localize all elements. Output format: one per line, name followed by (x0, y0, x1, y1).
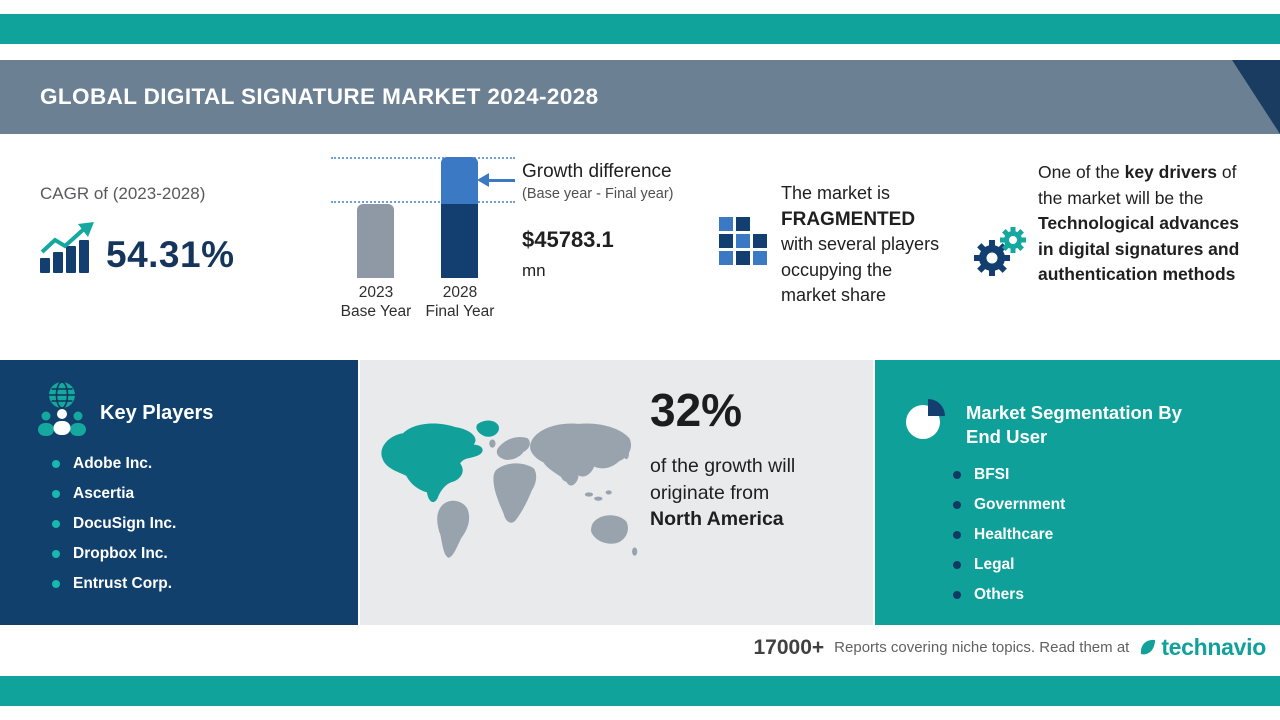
driver-seg2: of the market will be the (1038, 162, 1237, 208)
bar-year-label: 2023 (358, 284, 394, 301)
map-europe (496, 436, 530, 460)
world-map (381, 420, 638, 558)
key-player-name: DocuSign Inc. (73, 515, 177, 532)
list-item: Entrust Corp. (52, 572, 172, 596)
leaf-icon (1141, 639, 1156, 654)
list-item: DocuSign Inc. (52, 512, 176, 536)
footer-tagline: Reports covering niche topics. Read them… (834, 639, 1130, 656)
key-player-name: Dropbox Inc. (73, 545, 168, 562)
growth-difference-title: Growth difference (522, 161, 672, 182)
bullet-icon (52, 520, 60, 528)
list-item: Others (953, 583, 1024, 607)
report-count: 17000+ (753, 635, 825, 659)
header-corner-triangle (1232, 60, 1280, 134)
segment-name: Legal (974, 556, 1015, 573)
driver-bold2: Technological advances in digital signat… (1038, 213, 1240, 284)
bullet-icon (52, 550, 60, 558)
fragmented-keyword: FRAGMENTED (781, 208, 916, 230)
guide-line-base (331, 201, 515, 203)
growth-difference-value: $45783.1 (522, 227, 614, 252)
bullet-icon (953, 501, 961, 509)
key-driver-statement: One of the key drivers of the market wil… (1038, 160, 1250, 288)
list-item: Healthcare (953, 523, 1053, 547)
key-player-name: Ascertia (73, 485, 135, 502)
fragmented-pre: The market is (781, 183, 891, 203)
growth-chart-icon (40, 222, 94, 273)
list-item: Government (953, 493, 1065, 517)
gears-icon (974, 227, 1026, 276)
map-india (564, 468, 579, 486)
bullet-icon (953, 591, 961, 599)
cagr-value: 54.31% (106, 234, 235, 275)
bullet-icon (52, 460, 60, 468)
list-item: Ascertia (52, 482, 134, 506)
segmentation-heading-line2: End User (966, 426, 1048, 447)
bar-sublabel: Base Year (340, 303, 412, 320)
segment-name: BFSI (974, 466, 1010, 483)
region-statement: of the growth will originate from North … (650, 453, 795, 533)
key-player-name: Entrust Corp. (73, 575, 173, 592)
header-band: GLOBAL DIGITAL SIGNATURE MARKET 2024-202… (0, 60, 1280, 134)
map-north-america (381, 423, 483, 503)
region-panel (360, 360, 873, 625)
growth-difference-unit: mn (522, 261, 546, 280)
bar-sublabel: Final Year (425, 303, 495, 320)
brand-wordmark: technavio (1161, 634, 1266, 660)
final-year-bar-base-segment (441, 204, 478, 278)
globe-people-icon (38, 381, 86, 436)
growth-difference-subtitle: (Base year - Final year) (522, 186, 674, 202)
map-south-america (437, 500, 470, 558)
list-item: Adobe Inc. (52, 452, 152, 476)
list-item: Dropbox Inc. (52, 542, 168, 566)
bullet-icon (953, 471, 961, 479)
list-item: Legal (953, 553, 1014, 577)
map-uk (489, 439, 496, 448)
region-line1: of the growth will (650, 455, 796, 477)
map-indonesia (594, 496, 603, 501)
map-africa (493, 463, 537, 523)
map-indonesia (605, 490, 612, 495)
region-line2: originate from (650, 481, 770, 504)
segmentation-heading-line1: Market Segmentation By (966, 402, 1182, 423)
segment-name: Healthcare (974, 526, 1054, 543)
map-japan (623, 448, 629, 460)
list-item: BFSI (953, 463, 1009, 487)
cagr-label: CAGR of (2023-2028) (40, 184, 206, 203)
fragmented-post: with several players occupying the marke… (781, 234, 940, 305)
pie-chart-icon (906, 399, 945, 439)
base-year-bar (357, 204, 394, 278)
key-players-heading: Key Players (100, 402, 214, 424)
segment-name: Government (974, 496, 1066, 513)
technavio-logo: technavio (1139, 634, 1266, 661)
bar-year-label: 2028 (442, 284, 478, 301)
growth-arrow-icon (477, 173, 489, 187)
fragmented-squares-icon (719, 217, 767, 265)
driver-seg1: One of the (1038, 162, 1125, 182)
map-greenland (476, 420, 499, 437)
region-percentage: 32% (650, 384, 743, 436)
bullet-icon (52, 490, 60, 498)
footer: 17000+ Reports covering niche topics. Re… (754, 634, 1267, 661)
fragmented-statement: The market is FRAGMENTED with several pl… (781, 181, 949, 309)
map-indonesia (584, 492, 594, 497)
guide-line-top (331, 157, 515, 159)
driver-bold1: key drivers (1124, 162, 1218, 182)
segment-name: Others (974, 586, 1024, 603)
final-year-bar-growth-segment (441, 157, 478, 204)
page-title: GLOBAL DIGITAL SIGNATURE MARKET 2024-202… (40, 84, 599, 109)
bullet-icon (52, 580, 60, 588)
growth-arrow-line (488, 179, 515, 182)
segmentation-panel (875, 360, 1280, 625)
map-asia (530, 423, 632, 482)
bullet-icon (953, 531, 961, 539)
key-player-name: Adobe Inc. (73, 455, 153, 472)
map-australia (591, 515, 628, 544)
bottom-accent-bar (0, 676, 1280, 706)
region-name: North America (650, 508, 784, 530)
top-accent-bar (0, 14, 1280, 44)
map-new-zealand (632, 547, 638, 556)
bullet-icon (953, 561, 961, 569)
